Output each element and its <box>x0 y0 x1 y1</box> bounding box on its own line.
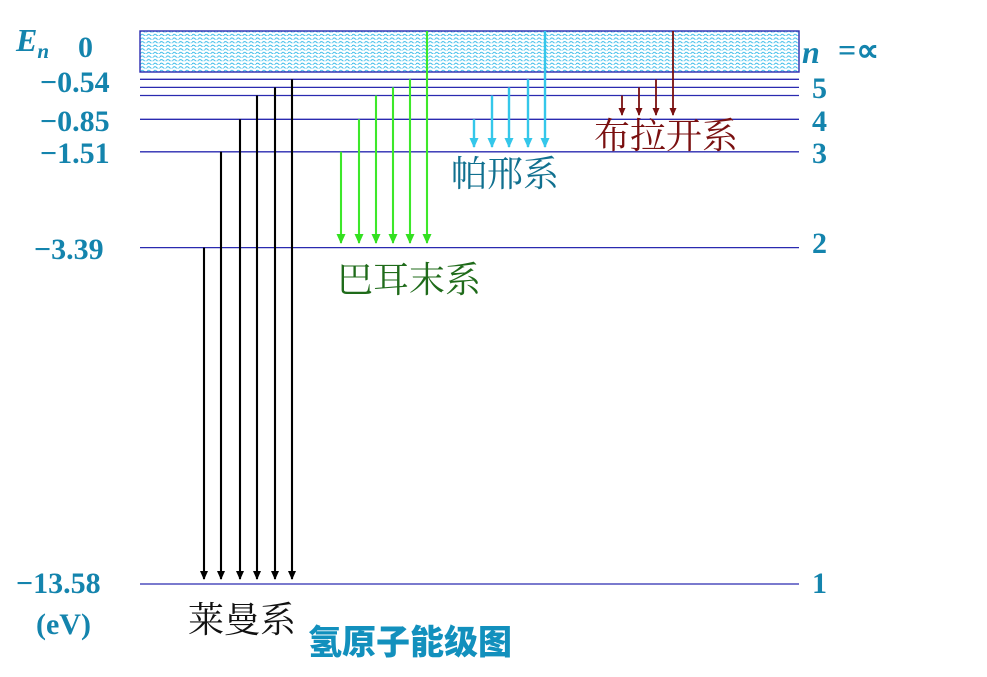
svg-text:−0.54: −0.54 <box>40 66 110 99</box>
svg-text:1: 1 <box>812 567 827 600</box>
svg-text:2: 2 <box>812 227 827 260</box>
svg-text:=∝: =∝ <box>838 32 879 68</box>
svg-text:(eV): (eV) <box>36 608 91 641</box>
svg-text:氢原子能级图: 氢原子能级图 <box>308 615 512 664</box>
svg-text:帕邢系: 帕邢系 <box>451 146 559 197</box>
svg-text:−0.85: −0.85 <box>40 105 110 138</box>
svg-text:−13.58: −13.58 <box>16 567 101 600</box>
svg-text:3: 3 <box>812 137 827 170</box>
svg-text:巴耳末系: 巴耳末系 <box>337 252 481 303</box>
svg-text:−1.51: −1.51 <box>40 137 110 170</box>
svg-text:4: 4 <box>812 105 827 138</box>
svg-text:5: 5 <box>812 72 827 105</box>
svg-text:−3.39: −3.39 <box>34 233 104 266</box>
svg-text:布拉开系: 布拉开系 <box>594 108 738 159</box>
svg-text:0: 0 <box>78 31 93 64</box>
svg-text:莱曼系: 莱曼系 <box>188 592 296 643</box>
svg-text:n: n <box>802 34 820 70</box>
